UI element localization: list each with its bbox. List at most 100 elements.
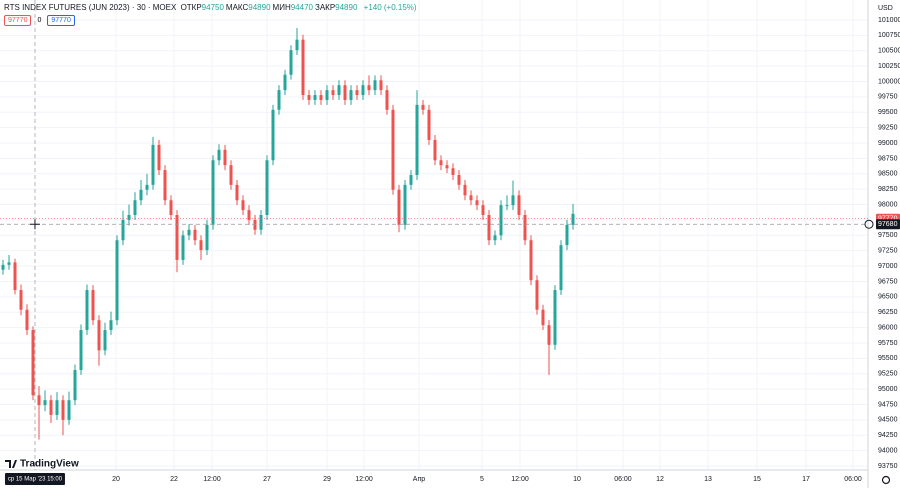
- candle-body: [433, 139, 437, 161]
- x-tick-label: 12: [656, 476, 664, 483]
- candle-body: [265, 160, 269, 216]
- candle-body: [337, 85, 341, 96]
- crosshair-date-label: ср 15 Мар '23 15:00: [8, 477, 63, 483]
- candle-body: [343, 85, 347, 100]
- x-tick-label: 12:00: [355, 476, 373, 483]
- candle-body: [319, 95, 323, 100]
- candle-body: [223, 149, 227, 166]
- x-tick-label: 12:00: [511, 476, 529, 483]
- candle-body: [181, 235, 185, 260]
- y-tick-label: 94000: [878, 447, 898, 454]
- y-tick-label: 94750: [878, 401, 898, 408]
- candle-body: [19, 290, 23, 310]
- candle-body: [139, 189, 143, 201]
- candle-body: [121, 219, 125, 241]
- x-tick-label: 13: [704, 476, 712, 483]
- quote-boxes: 97770 0 97770: [4, 15, 75, 26]
- candle-body: [511, 195, 515, 206]
- candle-body: [391, 109, 395, 190]
- candle-body: [403, 184, 407, 225]
- candle-body: [421, 104, 425, 110]
- brand: TradingView: [20, 459, 79, 470]
- candle-body: [175, 215, 179, 260]
- candle-body: [91, 290, 95, 321]
- y-tick-label: 94500: [878, 417, 898, 424]
- legend: ОТКР94750 МАКС94890 МИН94470 ЗАКР94890: [181, 3, 360, 12]
- candle-body: [235, 184, 239, 201]
- y-tick-label: 96250: [878, 309, 898, 316]
- y-tick-label: 97000: [878, 263, 898, 270]
- candle-body: [163, 170, 167, 201]
- candle-body: [475, 200, 479, 206]
- y-tick-label: 100000: [878, 78, 900, 85]
- y-tick-label: 96500: [878, 294, 898, 301]
- candle-body: [427, 109, 431, 140]
- candle-body: [481, 205, 485, 216]
- chart-title: RTS INDEX FUTURES (JUN 2023) · 30 · MOEX: [4, 3, 177, 12]
- x-tick-label: 17: [802, 476, 810, 483]
- candle-body: [535, 280, 539, 310]
- legend-label: ЗАКР: [314, 3, 336, 12]
- candle-body: [277, 90, 281, 110]
- x-tick-label: 06:00: [614, 476, 632, 483]
- y-tick-label: 100250: [878, 63, 900, 70]
- candle-body: [451, 168, 455, 176]
- y-tick-label: 100500: [878, 48, 900, 55]
- candle-body: [367, 85, 371, 91]
- crosshair-price-label: 97680: [878, 221, 898, 228]
- candle-body: [259, 215, 263, 230]
- candle-body: [187, 229, 191, 236]
- candle-body: [295, 39, 299, 51]
- candle-body: [211, 160, 215, 225]
- y-tick-label: 97500: [878, 232, 898, 239]
- candle-body: [247, 210, 251, 220]
- x-tick-label: 10: [573, 476, 581, 483]
- candle-body: [241, 200, 245, 211]
- candle-body: [559, 245, 563, 291]
- candle-body: [409, 175, 413, 185]
- candle-body: [61, 400, 65, 420]
- candle-body: [301, 39, 305, 96]
- spread: 0: [37, 17, 42, 24]
- candle-body: [355, 90, 359, 96]
- change: +140 (+0.15%): [363, 3, 417, 12]
- currency: USD: [878, 5, 893, 12]
- candle-body: [499, 205, 503, 236]
- candle-body: [505, 205, 509, 207]
- candle-body: [415, 104, 419, 176]
- candle-body: [217, 149, 221, 161]
- y-tick-label: 97250: [878, 248, 898, 255]
- candle-body: [1, 264, 5, 270]
- candle-body: [85, 290, 89, 331]
- candle-body: [445, 165, 449, 169]
- candle-body: [487, 215, 491, 241]
- candle-body: [229, 165, 233, 185]
- candle-body: [283, 74, 287, 91]
- crosshair-date-tag: [4, 473, 65, 485]
- candle-body: [529, 240, 533, 281]
- x-tick-label: 27: [263, 476, 271, 483]
- buy-box[interactable]: 97770: [47, 15, 75, 26]
- legend-value: 94470: [290, 3, 313, 12]
- candle-body: [313, 95, 317, 100]
- sell-box[interactable]: 97770: [4, 15, 32, 26]
- candle-body: [25, 309, 29, 331]
- candle-body: [541, 309, 545, 326]
- last-price-label: 97770: [878, 216, 898, 223]
- y-tick-label: 96000: [878, 324, 898, 331]
- candle-body: [13, 262, 17, 291]
- legend-label: МАКС: [225, 3, 249, 12]
- candle-body: [307, 95, 311, 100]
- candle-body: [97, 320, 101, 351]
- candle-body: [571, 213, 575, 225]
- candle-body: [457, 175, 461, 185]
- candle-body: [373, 80, 377, 91]
- y-tick-label: 99750: [878, 94, 898, 101]
- candle-body: [79, 330, 83, 371]
- x-tick-label: 5: [480, 476, 484, 483]
- y-tick-label: 96750: [878, 278, 898, 285]
- y-tick-label: 95750: [878, 340, 898, 347]
- candle-body: [325, 90, 329, 100]
- candle-body: [493, 235, 497, 241]
